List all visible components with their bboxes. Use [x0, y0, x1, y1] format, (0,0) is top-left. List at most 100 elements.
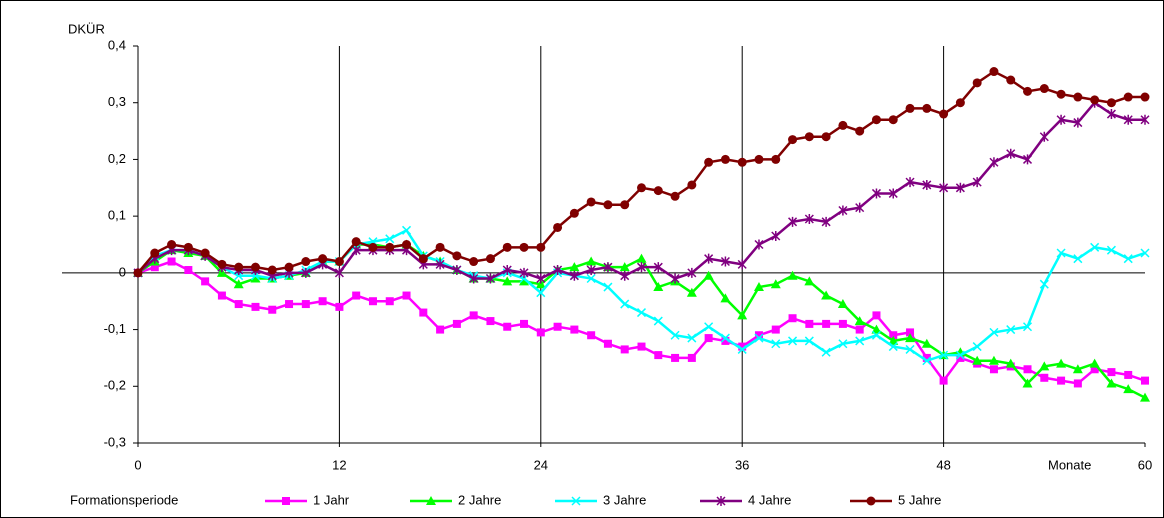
marker — [905, 344, 915, 354]
marker — [250, 262, 260, 272]
marker — [670, 330, 680, 340]
marker — [687, 333, 697, 343]
marker — [704, 157, 714, 167]
marker — [720, 154, 730, 164]
marker — [922, 353, 931, 362]
marker — [805, 319, 814, 328]
marker — [720, 256, 730, 267]
marker — [771, 339, 781, 349]
marker — [520, 319, 529, 328]
marker — [1006, 325, 1016, 335]
marker — [536, 273, 546, 284]
marker — [939, 350, 949, 360]
marker — [569, 262, 580, 272]
marker — [452, 319, 461, 328]
marker — [671, 353, 680, 362]
x-tick-label: 12 — [332, 457, 346, 472]
marker — [771, 154, 781, 164]
marker — [570, 325, 579, 334]
marker — [804, 132, 814, 142]
marker — [905, 103, 915, 113]
legend-marker — [571, 496, 581, 506]
marker — [435, 242, 445, 252]
marker — [738, 342, 747, 351]
marker — [720, 333, 730, 343]
marker — [250, 273, 261, 283]
marker — [469, 257, 479, 267]
marker — [788, 135, 798, 145]
marker — [687, 180, 697, 190]
marker — [754, 154, 764, 164]
marker — [1073, 92, 1083, 102]
marker — [753, 282, 764, 292]
marker — [988, 355, 999, 365]
marker — [704, 322, 714, 332]
marker — [167, 240, 177, 249]
marker — [217, 291, 226, 300]
marker — [368, 297, 377, 306]
legend-label: 5 Jahre — [898, 492, 941, 507]
marker — [1005, 358, 1016, 368]
marker — [587, 331, 596, 340]
marker — [704, 253, 714, 264]
marker — [620, 270, 630, 281]
marker — [535, 279, 546, 289]
marker — [469, 273, 479, 284]
marker — [1106, 378, 1117, 388]
legend-marker — [866, 496, 876, 506]
marker — [217, 259, 227, 269]
marker — [838, 120, 848, 130]
marker — [1123, 384, 1134, 394]
marker — [402, 240, 412, 249]
marker — [285, 300, 294, 309]
marker — [620, 345, 629, 354]
marker — [922, 179, 932, 190]
marker — [503, 322, 512, 331]
marker — [989, 327, 999, 337]
marker — [486, 317, 495, 326]
marker — [905, 177, 915, 188]
legend-label: 3 Jahre — [603, 492, 646, 507]
marker — [436, 325, 445, 334]
marker — [956, 353, 965, 362]
marker — [351, 237, 361, 247]
marker — [1056, 358, 1067, 368]
marker — [637, 342, 646, 351]
marker — [620, 200, 630, 210]
marker — [939, 109, 949, 119]
marker — [402, 225, 412, 235]
marker — [804, 276, 815, 286]
legend-marker — [282, 497, 290, 505]
marker — [821, 290, 832, 300]
marker — [1022, 322, 1033, 332]
marker — [586, 273, 596, 284]
marker — [301, 267, 311, 278]
marker — [636, 308, 647, 318]
marker — [888, 188, 898, 199]
marker — [737, 344, 747, 354]
marker — [822, 319, 831, 328]
marker — [788, 314, 797, 323]
marker — [871, 115, 881, 125]
marker — [637, 183, 646, 193]
marker — [351, 245, 361, 256]
marker — [385, 242, 395, 252]
y-tick-label: -0,2 — [104, 378, 126, 393]
marker — [889, 331, 898, 340]
marker — [1056, 114, 1066, 125]
marker — [569, 208, 579, 218]
marker — [821, 347, 831, 357]
marker — [1073, 379, 1082, 388]
marker — [770, 279, 781, 289]
marker — [737, 310, 748, 320]
marker — [586, 197, 596, 207]
marker — [201, 277, 210, 286]
marker — [804, 213, 814, 224]
y-tick-label: 0,2 — [108, 151, 126, 166]
marker — [368, 242, 378, 252]
marker — [133, 268, 143, 278]
marker — [586, 265, 596, 276]
marker — [485, 254, 495, 264]
x-tick-label: 60 — [1138, 457, 1152, 472]
